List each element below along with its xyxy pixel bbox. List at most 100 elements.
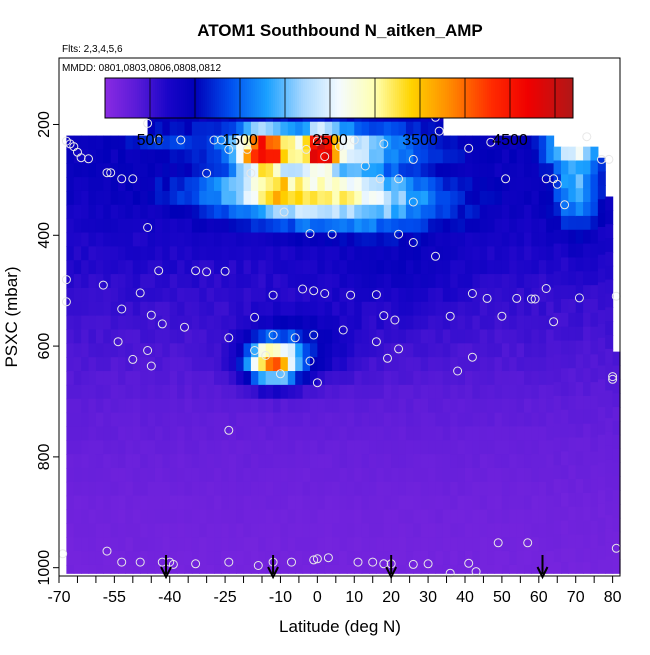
heatmap-cell	[442, 232, 451, 247]
heatmap-cell	[221, 495, 230, 511]
heatmap-cell	[265, 440, 274, 455]
heatmap-cell	[376, 149, 385, 164]
heatmap-cell	[472, 384, 481, 400]
heatmap-cell	[295, 315, 304, 331]
heatmap-cell	[597, 157, 606, 173]
heatmap-cell	[494, 315, 503, 331]
heatmap-cell	[391, 218, 400, 234]
heatmap-cell	[184, 274, 193, 289]
heatmap-cell	[339, 232, 348, 247]
heatmap-cell	[236, 537, 245, 552]
heatmap-cell	[479, 329, 488, 344]
heatmap-cell	[354, 149, 363, 164]
heatmap-cell	[479, 426, 488, 441]
heatmap-cell	[442, 204, 451, 220]
heatmap-cell	[140, 371, 149, 386]
heatmap-cell	[590, 479, 599, 494]
heatmap-cell	[295, 357, 304, 372]
heatmap-cell	[184, 537, 193, 552]
heatmap-cell	[221, 481, 230, 497]
heatmap-cell	[553, 382, 562, 397]
heatmap-cell	[140, 343, 149, 358]
heatmap-cell	[450, 384, 459, 400]
observation-point	[493, 538, 503, 548]
heatmap-cell	[568, 562, 577, 574]
heatmap-cell	[81, 177, 90, 192]
heatmap-cell	[236, 357, 245, 372]
observation-point	[117, 557, 127, 567]
heatmap-cell	[258, 246, 267, 261]
heatmap-cell	[177, 384, 186, 400]
heatmap-cell	[236, 163, 245, 178]
heatmap-cell	[243, 301, 252, 317]
heatmap-cell	[221, 274, 230, 289]
heatmap-cell	[125, 440, 134, 455]
observation-point	[143, 346, 153, 355]
heatmap-cell	[450, 357, 459, 372]
heatmap-cell	[450, 204, 459, 220]
heatmap-cell	[228, 287, 237, 303]
heatmap-cell	[457, 467, 466, 483]
heatmap-cell	[479, 440, 488, 455]
heatmap-cell	[494, 287, 503, 303]
heatmap-cell	[509, 412, 518, 428]
heatmap-cell	[125, 357, 134, 372]
heatmap-cell	[280, 315, 289, 331]
heatmap-cell	[391, 274, 400, 289]
heatmap-cell	[509, 274, 518, 289]
heatmap-cell	[317, 177, 326, 192]
heatmap-cell	[450, 440, 459, 455]
heatmap-cell	[66, 190, 75, 206]
heatmap-cell	[339, 371, 348, 386]
heatmap-cell	[457, 301, 466, 317]
heatmap-cell	[420, 246, 429, 261]
heatmap-cell	[546, 398, 555, 414]
heatmap-cell	[487, 232, 496, 247]
heatmap-cell	[221, 149, 230, 164]
heatmap-cell	[413, 135, 422, 151]
heatmap-cell	[169, 564, 178, 574]
heatmap-cell	[228, 163, 237, 178]
heatmap-cell	[346, 163, 355, 178]
heatmap-cell	[538, 454, 547, 469]
heatmap-cell	[162, 398, 171, 414]
heatmap-cell	[383, 454, 392, 469]
heatmap-cell	[391, 121, 400, 137]
heatmap-cell	[398, 454, 407, 469]
heatmap-cell	[184, 384, 193, 400]
heatmap-cell	[487, 163, 496, 178]
heatmap-cell	[177, 149, 186, 164]
heatmap-cell	[509, 163, 518, 178]
colorbar-tick-label: 3500	[402, 132, 438, 149]
heatmap-cell	[509, 301, 518, 317]
heatmap-cell	[369, 398, 378, 414]
heatmap-cell	[575, 285, 584, 300]
heatmap-cell	[81, 232, 90, 247]
colorbar-swatch	[505, 78, 508, 118]
heatmap-cell	[228, 246, 237, 261]
heatmap-cell	[302, 163, 311, 178]
heatmap-cell	[332, 371, 341, 386]
heatmap-cell	[309, 149, 318, 164]
heatmap-cell	[309, 398, 318, 414]
heatmap-cell	[273, 135, 282, 151]
observation-point	[394, 344, 404, 354]
heatmap-cell	[524, 315, 533, 331]
heatmap-cell	[494, 232, 503, 247]
colorbar: 500 1500 2500 3500 4500	[104, 77, 574, 149]
heatmap-cell	[162, 523, 171, 538]
heatmap-cell	[177, 218, 186, 234]
heatmap-cell	[162, 495, 171, 511]
heatmap-cell	[339, 177, 348, 192]
heatmap-cell	[501, 551, 510, 566]
heatmap-cell	[597, 310, 606, 325]
heatmap-cell	[442, 218, 451, 234]
heatmap-cell	[457, 357, 466, 372]
heatmap-cell	[95, 495, 104, 511]
colorbar-swatch	[405, 78, 408, 118]
colorbar-swatch	[213, 78, 216, 118]
heatmap-cell	[73, 232, 82, 247]
heatmap-cell	[184, 301, 193, 317]
heatmap-cell	[597, 268, 606, 283]
